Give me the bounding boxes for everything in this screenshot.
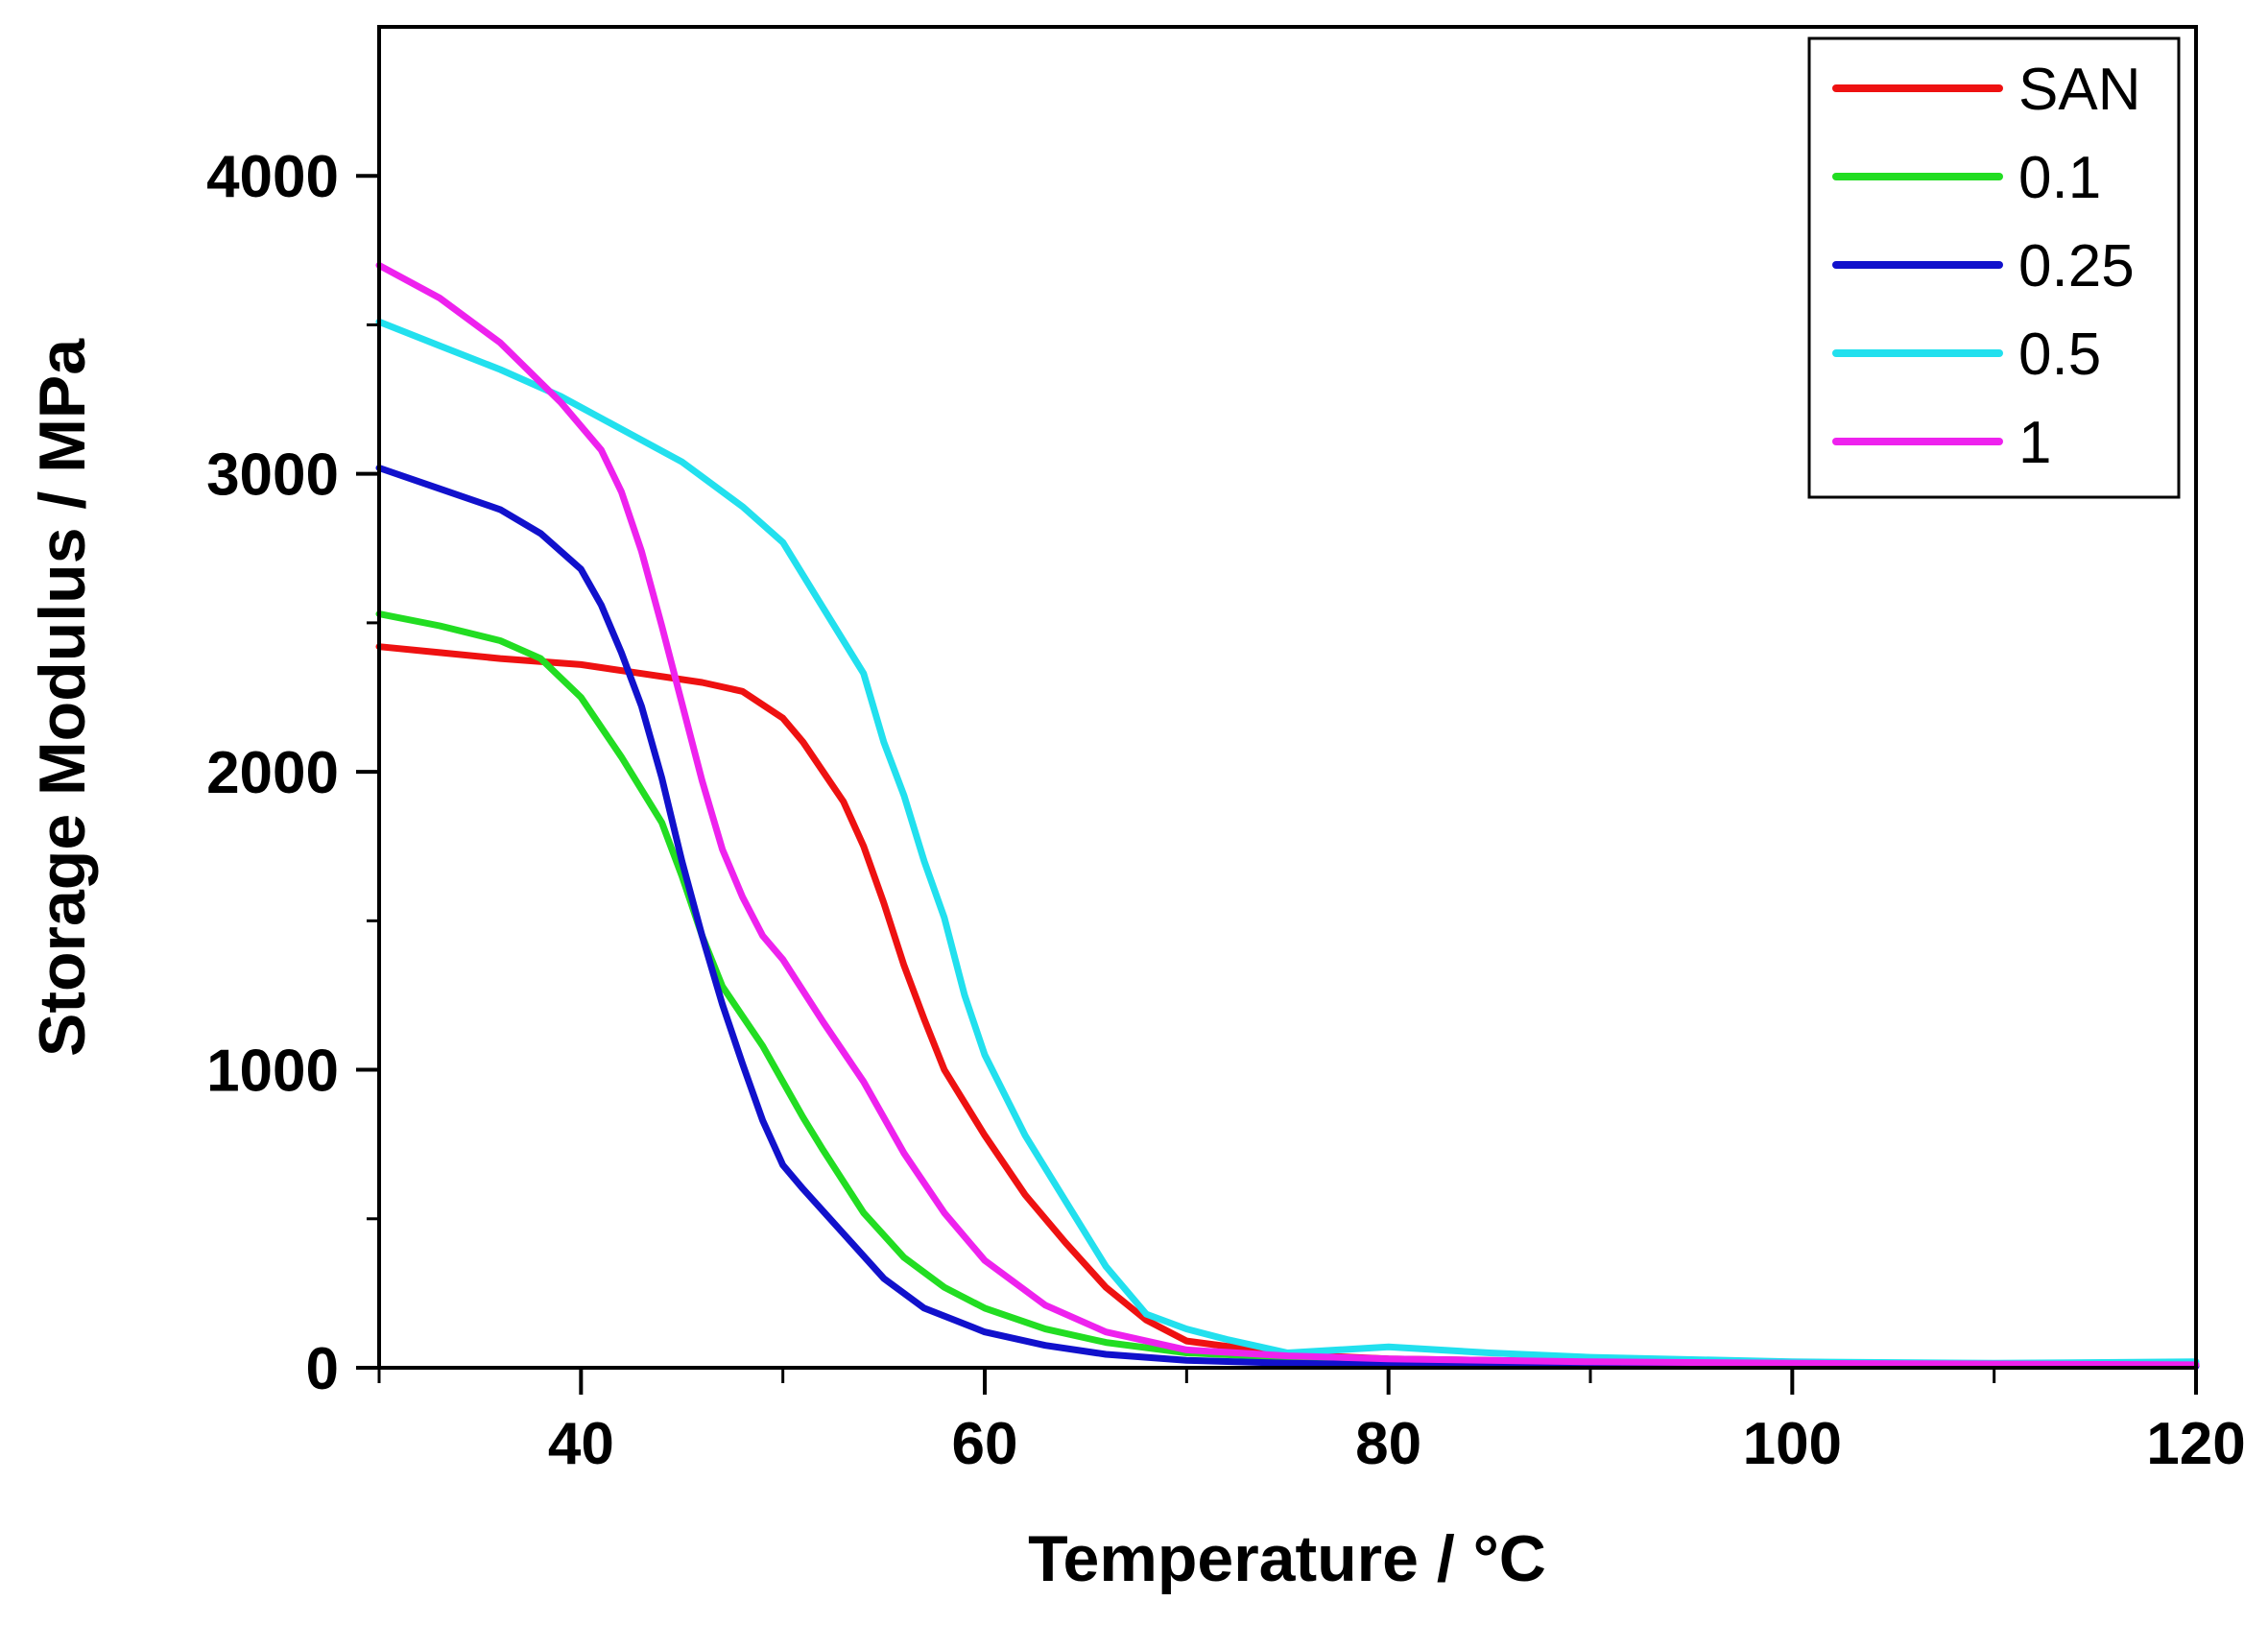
y-axis-title: Storage Modulus / MPa — [26, 338, 99, 1057]
y-tick-label: 1000 — [206, 1039, 339, 1105]
legend-label: 0.25 — [2018, 233, 2135, 299]
legend-label: 1 — [2018, 410, 2051, 476]
plot-frame — [377, 25, 2198, 1370]
y-tick-label: 4000 — [206, 144, 339, 210]
y-tick-label: 3000 — [206, 442, 339, 509]
series-line-0-25 — [375, 465, 2200, 1370]
curve-layer — [375, 261, 2200, 1370]
x-tick-label: 60 — [952, 1411, 1018, 1477]
x-tick-label: 100 — [1743, 1411, 1842, 1477]
legend-label: 0.1 — [2018, 145, 2101, 211]
legend-label: 0.5 — [2018, 322, 2101, 388]
x-tick-label: 40 — [548, 1411, 614, 1477]
tick-layer: 40 60 80 100 120 0 1000 2000 3000 4000 — [206, 144, 2246, 1477]
x-tick-label: 80 — [1355, 1411, 1421, 1477]
y-tick-label: 0 — [306, 1336, 339, 1402]
series-line-1 — [375, 261, 2200, 1369]
legend-label: SAN — [2018, 57, 2140, 123]
y-tick-label: 2000 — [206, 740, 339, 806]
x-axis-title: Temperature / °C — [1028, 1522, 1546, 1595]
x-tick-label: 120 — [2146, 1411, 2245, 1477]
series-line-0-5 — [375, 318, 2200, 1367]
legend: SAN 0.1 0.25 0.5 1 — [1807, 36, 2181, 499]
